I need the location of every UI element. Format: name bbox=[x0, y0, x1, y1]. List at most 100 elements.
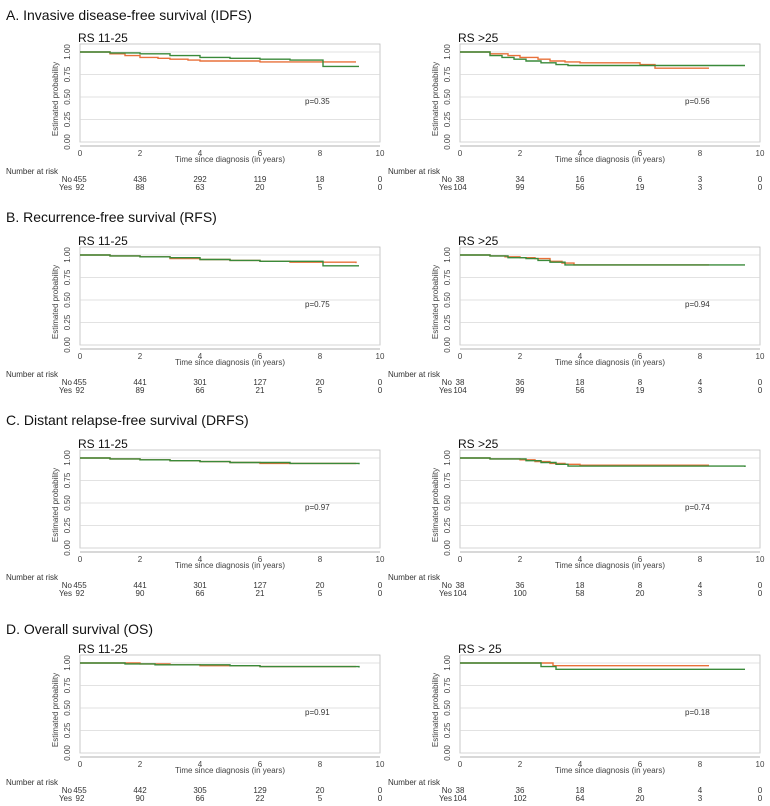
risk-value: 21 bbox=[256, 386, 265, 395]
risk-value: 3 bbox=[698, 589, 703, 598]
p-value: p=0.91 bbox=[305, 708, 330, 717]
risk-value: 99 bbox=[516, 386, 525, 395]
x-tick-label: 8 bbox=[318, 149, 323, 158]
y-tick-label: 0.75 bbox=[63, 677, 72, 693]
survival-curve-1 bbox=[80, 51, 359, 68]
risk-table-header: Number at risk bbox=[6, 778, 59, 787]
survival-curve-1 bbox=[80, 662, 360, 668]
risk-row-label: No bbox=[442, 378, 453, 387]
y-tick-label: 0.00 bbox=[63, 337, 72, 353]
x-tick-label: 10 bbox=[756, 760, 765, 769]
risk-value: 38 bbox=[456, 581, 465, 590]
x-tick-label: 0 bbox=[458, 149, 463, 158]
y-tick-label: 0.25 bbox=[63, 111, 72, 127]
x-axis-label: Time since diagnosis (in years) bbox=[175, 358, 285, 367]
y-tick-label: 0.75 bbox=[63, 66, 72, 82]
plot-title: RS > 25 bbox=[458, 642, 502, 656]
x-tick-label: 6 bbox=[258, 149, 263, 158]
risk-value: 104 bbox=[453, 386, 467, 395]
p-value: p=0.56 bbox=[685, 97, 710, 106]
risk-value: 92 bbox=[76, 589, 85, 598]
p-value: p=0.94 bbox=[685, 300, 710, 309]
risk-value: 90 bbox=[136, 589, 145, 598]
risk-value: 63 bbox=[196, 183, 205, 192]
x-tick-label: 8 bbox=[698, 760, 703, 769]
x-tick-label: 4 bbox=[578, 149, 583, 158]
risk-value: 92 bbox=[76, 386, 85, 395]
risk-value: 0 bbox=[378, 786, 383, 795]
x-tick-label: 2 bbox=[138, 760, 143, 769]
risk-value: 305 bbox=[193, 786, 207, 795]
y-tick-label: 0.00 bbox=[443, 337, 452, 353]
y-tick-label: 0.00 bbox=[443, 745, 452, 761]
x-tick-label: 2 bbox=[138, 555, 143, 564]
x-tick-label: 0 bbox=[458, 555, 463, 564]
y-tick-label: 0.50 bbox=[443, 292, 452, 308]
risk-value: 127 bbox=[253, 581, 267, 590]
risk-table-header: Number at risk bbox=[388, 167, 441, 176]
risk-value: 38 bbox=[456, 175, 465, 184]
risk-value: 3 bbox=[698, 794, 703, 803]
x-tick-label: 8 bbox=[698, 149, 703, 158]
y-tick-label: 0.50 bbox=[443, 89, 452, 105]
risk-value: 89 bbox=[136, 386, 145, 395]
plot-frame bbox=[459, 246, 761, 346]
risk-value: 129 bbox=[253, 786, 267, 795]
y-tick-label: 0.50 bbox=[63, 495, 72, 511]
x-tick-label: 4 bbox=[578, 352, 583, 361]
risk-value: 64 bbox=[576, 794, 585, 803]
x-axis-label: Time since diagnosis (in years) bbox=[555, 561, 665, 570]
p-value: p=0.18 bbox=[685, 708, 710, 717]
x-axis-label: Time since diagnosis (in years) bbox=[175, 155, 285, 164]
p-value: p=0.75 bbox=[305, 300, 330, 309]
risk-value: 301 bbox=[193, 378, 207, 387]
y-axis-label: Estimated probability bbox=[51, 62, 60, 136]
x-axis-label: Time since diagnosis (in years) bbox=[555, 766, 665, 775]
risk-value: 92 bbox=[76, 794, 85, 803]
x-tick-label: 6 bbox=[638, 760, 643, 769]
y-axis-label: Estimated probability bbox=[51, 265, 60, 339]
y-tick-label: 0.00 bbox=[443, 540, 452, 556]
y-axis-label: Estimated probability bbox=[431, 673, 440, 747]
x-tick-label: 0 bbox=[78, 352, 83, 361]
risk-value: 20 bbox=[316, 378, 325, 387]
risk-row-label: No bbox=[62, 786, 73, 795]
risk-value: 100 bbox=[513, 589, 527, 598]
survival-curve-1 bbox=[460, 457, 746, 467]
y-tick-label: 0.50 bbox=[63, 700, 72, 716]
y-tick-label: 0.25 bbox=[63, 722, 72, 738]
risk-row-label: Yes bbox=[59, 794, 72, 803]
y-tick-label: 0.75 bbox=[63, 472, 72, 488]
x-tick-label: 0 bbox=[78, 149, 83, 158]
risk-value: 104 bbox=[453, 589, 467, 598]
risk-value: 455 bbox=[73, 378, 87, 387]
risk-value: 66 bbox=[196, 386, 205, 395]
risk-value: 455 bbox=[73, 581, 87, 590]
risk-value: 99 bbox=[516, 183, 525, 192]
plot-frame bbox=[79, 449, 381, 549]
x-tick-label: 2 bbox=[138, 352, 143, 361]
risk-value: 38 bbox=[456, 786, 465, 795]
risk-value: 119 bbox=[254, 175, 267, 184]
survival-curve-1 bbox=[80, 457, 360, 465]
survival-curve-1 bbox=[460, 662, 745, 670]
plot-title: RS >25 bbox=[458, 437, 499, 451]
y-axis-label: Estimated probability bbox=[431, 62, 440, 136]
y-tick-label: 0.00 bbox=[63, 540, 72, 556]
risk-row-label: Yes bbox=[439, 794, 452, 803]
risk-value: 441 bbox=[133, 378, 147, 387]
risk-row-label: No bbox=[62, 378, 73, 387]
y-tick-label: 1.00 bbox=[63, 44, 72, 60]
section-title: D. Overall survival (OS) bbox=[6, 621, 153, 637]
risk-value: 0 bbox=[758, 589, 763, 598]
survival-curve-1 bbox=[80, 254, 359, 267]
x-tick-label: 4 bbox=[578, 555, 583, 564]
y-axis-label: Estimated probability bbox=[51, 468, 60, 542]
y-tick-label: 1.00 bbox=[63, 247, 72, 263]
